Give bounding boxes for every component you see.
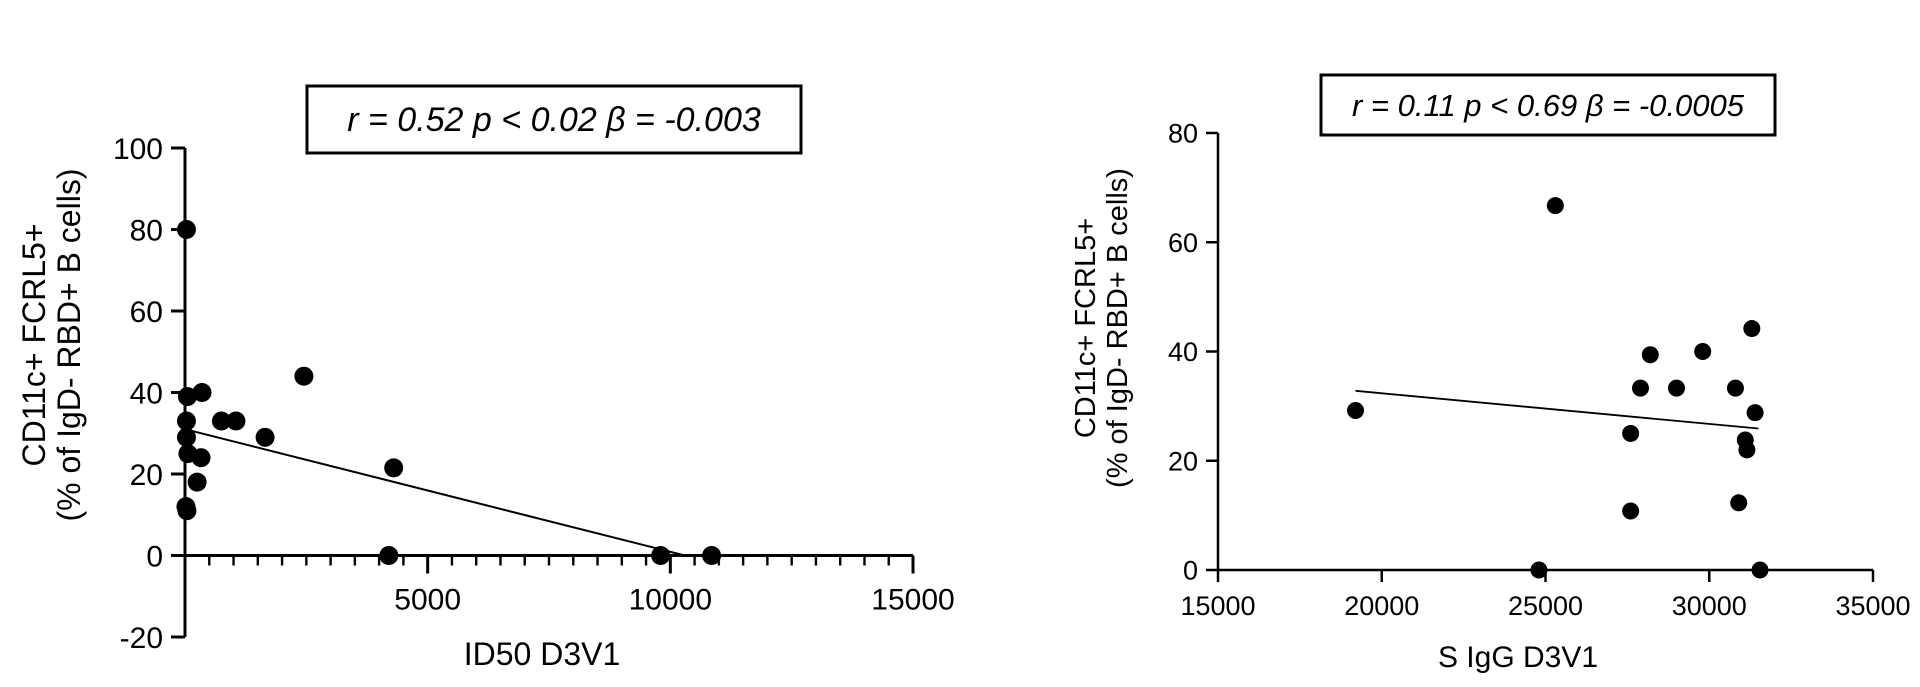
data-points bbox=[1347, 197, 1769, 579]
y-tick-label: 0 bbox=[146, 540, 163, 573]
data-point bbox=[384, 458, 404, 478]
data-point bbox=[255, 427, 275, 447]
data-point bbox=[1622, 424, 1640, 442]
y-tick-label: 40 bbox=[130, 377, 163, 410]
y-axis-title-line-2: (% of IgD- RBD+ B cells) bbox=[51, 169, 87, 522]
x-tick-label: 35000 bbox=[1835, 591, 1910, 621]
data-points bbox=[176, 220, 722, 565]
y-axis-title-line-2: (% of IgD- RBD+ B cells) bbox=[1102, 168, 1134, 488]
data-point bbox=[1668, 379, 1685, 397]
y-tick-label: 40 bbox=[1168, 337, 1198, 367]
x-tick-label: 5000 bbox=[394, 584, 461, 617]
x-axis-title: S IgG D3V1 bbox=[1438, 641, 1598, 674]
y-tick-label: 60 bbox=[1168, 228, 1198, 258]
data-point bbox=[177, 387, 197, 407]
x-axis-title: ID50 D3V1 bbox=[464, 636, 621, 672]
y-tick-label: 80 bbox=[130, 214, 163, 247]
data-point bbox=[1738, 441, 1756, 459]
data-point bbox=[294, 366, 314, 386]
data-point bbox=[191, 448, 211, 468]
y-tick-label: 0 bbox=[1183, 556, 1198, 586]
data-point bbox=[177, 501, 197, 521]
data-point bbox=[1530, 561, 1548, 579]
y-axis-title-line-1: CD11c+ FCRL5+ bbox=[1070, 218, 1102, 438]
y-tick-label: 80 bbox=[1168, 119, 1198, 149]
regression-line bbox=[184, 428, 686, 557]
x-tick-label: 10000 bbox=[629, 584, 712, 617]
y-axis-title-line-1: CD11c+ FCRL5+ bbox=[16, 223, 52, 466]
data-point bbox=[1622, 502, 1640, 520]
x-tick-label: 15000 bbox=[871, 584, 954, 617]
data-point bbox=[1730, 494, 1748, 512]
stats-annotation-box bbox=[305, 84, 803, 155]
data-point bbox=[211, 411, 231, 431]
data-point bbox=[1743, 320, 1761, 338]
scatter-panel-left: r = 0.52 p < 0.02 β = -0.003 CD11c+ FCRL… bbox=[16, 84, 955, 672]
regression-line bbox=[1355, 389, 1759, 430]
y-axis-title: CD11c+ FCRL5+ (% of IgD- RBD+ B cells) bbox=[1070, 168, 1134, 488]
data-point bbox=[187, 472, 207, 492]
y-tick-label: 20 bbox=[130, 459, 163, 492]
x-tick-label: 15000 bbox=[1180, 591, 1255, 621]
y-tick-label: 60 bbox=[130, 296, 163, 329]
x-tick-label: 25000 bbox=[1508, 591, 1583, 621]
data-point bbox=[226, 411, 246, 431]
y-tick-label: 20 bbox=[1168, 446, 1198, 476]
data-point bbox=[1631, 379, 1649, 397]
scatter-panel-right: r = 0.11 p < 0.69 β = -0.0005 CD11c+ FCR… bbox=[1070, 73, 1911, 674]
data-point bbox=[176, 427, 196, 447]
data-point bbox=[702, 546, 722, 565]
data-point bbox=[1751, 561, 1769, 579]
axes bbox=[1216, 133, 1873, 572]
data-point bbox=[1347, 401, 1365, 419]
data-point bbox=[1641, 346, 1659, 364]
data-point bbox=[1694, 343, 1712, 360]
data-point bbox=[651, 546, 671, 565]
stats-annotation: r = 0.11 p < 0.69 β = -0.0005 bbox=[1352, 88, 1745, 123]
data-point bbox=[1726, 379, 1744, 397]
data-point bbox=[1746, 404, 1764, 422]
axis-ticks: -20 0 20 40 60 80 100 5000 10000 15000 bbox=[113, 133, 955, 655]
data-point bbox=[176, 220, 196, 239]
x-tick-label: 30000 bbox=[1672, 591, 1747, 621]
stats-annotation: r = 0.52 p < 0.02 β = -0.003 bbox=[347, 101, 761, 139]
stats-annotation-box bbox=[1319, 73, 1777, 137]
data-point bbox=[192, 383, 212, 402]
data-point bbox=[379, 546, 399, 565]
y-axis-title: CD11c+ FCRL5+ (% of IgD- RBD+ B cells) bbox=[16, 169, 87, 522]
data-point bbox=[176, 411, 196, 431]
data-point bbox=[1546, 197, 1564, 215]
axis-ticks: 0 20 40 60 80 15000 20000 25000 30000 35000 bbox=[1168, 119, 1911, 621]
y-tick-label: 100 bbox=[113, 133, 163, 166]
y-tick-label: -20 bbox=[120, 622, 163, 655]
x-tick-label: 20000 bbox=[1344, 591, 1419, 621]
